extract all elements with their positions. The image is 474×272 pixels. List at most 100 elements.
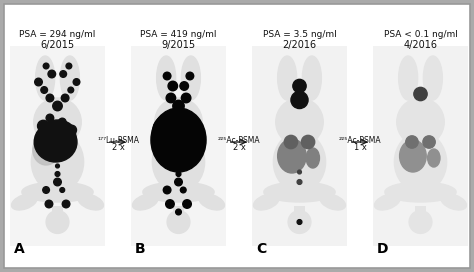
Circle shape <box>298 170 301 174</box>
Text: PSA = 419 ng/ml: PSA = 419 ng/ml <box>140 30 217 39</box>
Circle shape <box>291 91 308 109</box>
Circle shape <box>181 187 186 193</box>
Ellipse shape <box>428 149 440 167</box>
Ellipse shape <box>394 132 447 192</box>
Circle shape <box>54 178 61 186</box>
Ellipse shape <box>78 194 103 210</box>
Circle shape <box>45 200 53 208</box>
Ellipse shape <box>423 56 442 100</box>
Ellipse shape <box>254 194 279 210</box>
Circle shape <box>301 135 315 149</box>
Ellipse shape <box>31 132 83 192</box>
Circle shape <box>55 164 59 168</box>
Circle shape <box>35 78 42 86</box>
FancyBboxPatch shape <box>173 206 184 218</box>
Circle shape <box>176 209 182 215</box>
Ellipse shape <box>385 182 456 202</box>
Ellipse shape <box>374 194 400 210</box>
Circle shape <box>176 156 181 160</box>
Text: 6/2015: 6/2015 <box>40 40 74 50</box>
Ellipse shape <box>22 182 93 202</box>
Ellipse shape <box>34 98 81 146</box>
Text: 9/2015: 9/2015 <box>162 40 196 50</box>
FancyBboxPatch shape <box>294 206 305 218</box>
Ellipse shape <box>151 108 206 172</box>
Circle shape <box>176 164 181 168</box>
Circle shape <box>406 136 418 148</box>
Circle shape <box>58 118 66 126</box>
Circle shape <box>166 200 174 208</box>
Circle shape <box>55 156 59 160</box>
Ellipse shape <box>397 98 444 146</box>
Text: ²²⁵Ac-PSMA: ²²⁵Ac-PSMA <box>218 136 260 145</box>
Text: A: A <box>14 242 25 256</box>
Circle shape <box>43 63 49 69</box>
Circle shape <box>60 71 66 77</box>
Ellipse shape <box>278 56 297 100</box>
Circle shape <box>73 79 80 85</box>
Circle shape <box>167 211 190 233</box>
Text: ²²⁵Ac-PSMA: ²²⁵Ac-PSMA <box>339 136 381 145</box>
Circle shape <box>164 186 171 194</box>
Circle shape <box>66 63 72 69</box>
Circle shape <box>164 72 171 80</box>
Ellipse shape <box>133 194 158 210</box>
Text: PSA < 0.1 ng/ml: PSA < 0.1 ng/ml <box>383 30 457 39</box>
Text: ¹⁷⁷Lu-PSMA: ¹⁷⁷Lu-PSMA <box>97 136 139 145</box>
Ellipse shape <box>302 56 321 100</box>
Text: 2 x: 2 x <box>233 143 246 152</box>
Circle shape <box>53 101 62 111</box>
Circle shape <box>186 72 194 80</box>
Circle shape <box>176 172 181 176</box>
Ellipse shape <box>34 122 77 162</box>
Text: 2/2016: 2/2016 <box>283 40 317 50</box>
Ellipse shape <box>60 56 79 100</box>
Circle shape <box>48 70 55 78</box>
Circle shape <box>41 87 47 93</box>
FancyBboxPatch shape <box>415 206 426 218</box>
Ellipse shape <box>156 56 176 100</box>
Text: PSA = 3.5 ng/ml: PSA = 3.5 ng/ml <box>263 30 337 39</box>
Text: 1 x: 1 x <box>354 143 366 152</box>
FancyBboxPatch shape <box>131 46 226 246</box>
Text: D: D <box>377 242 389 256</box>
Ellipse shape <box>278 139 306 173</box>
Ellipse shape <box>182 56 201 100</box>
Circle shape <box>183 200 191 208</box>
Ellipse shape <box>400 140 426 172</box>
Ellipse shape <box>441 194 466 210</box>
Circle shape <box>293 79 306 93</box>
FancyBboxPatch shape <box>4 4 470 268</box>
Text: 2 x: 2 x <box>111 143 125 152</box>
Ellipse shape <box>39 120 75 148</box>
Circle shape <box>67 125 76 135</box>
FancyBboxPatch shape <box>373 46 468 246</box>
Circle shape <box>60 188 64 192</box>
Circle shape <box>166 93 176 103</box>
Circle shape <box>61 94 69 102</box>
Ellipse shape <box>11 194 37 210</box>
Circle shape <box>414 87 427 101</box>
Circle shape <box>62 200 70 208</box>
Ellipse shape <box>155 98 202 146</box>
Circle shape <box>37 120 49 132</box>
Text: PSA = 294 ng/ml: PSA = 294 ng/ml <box>19 30 96 39</box>
Circle shape <box>46 94 54 102</box>
Circle shape <box>409 211 432 233</box>
Ellipse shape <box>143 182 214 202</box>
FancyBboxPatch shape <box>252 46 347 246</box>
Ellipse shape <box>36 56 55 100</box>
Circle shape <box>423 136 435 148</box>
Ellipse shape <box>33 135 59 165</box>
Ellipse shape <box>306 148 319 168</box>
Circle shape <box>180 82 189 90</box>
Ellipse shape <box>320 194 346 210</box>
Circle shape <box>297 220 302 224</box>
Ellipse shape <box>153 112 201 148</box>
Ellipse shape <box>264 182 335 202</box>
Circle shape <box>175 178 182 186</box>
Circle shape <box>297 180 302 184</box>
Ellipse shape <box>152 132 205 192</box>
Text: 4/2016: 4/2016 <box>403 40 438 50</box>
Ellipse shape <box>276 98 323 146</box>
